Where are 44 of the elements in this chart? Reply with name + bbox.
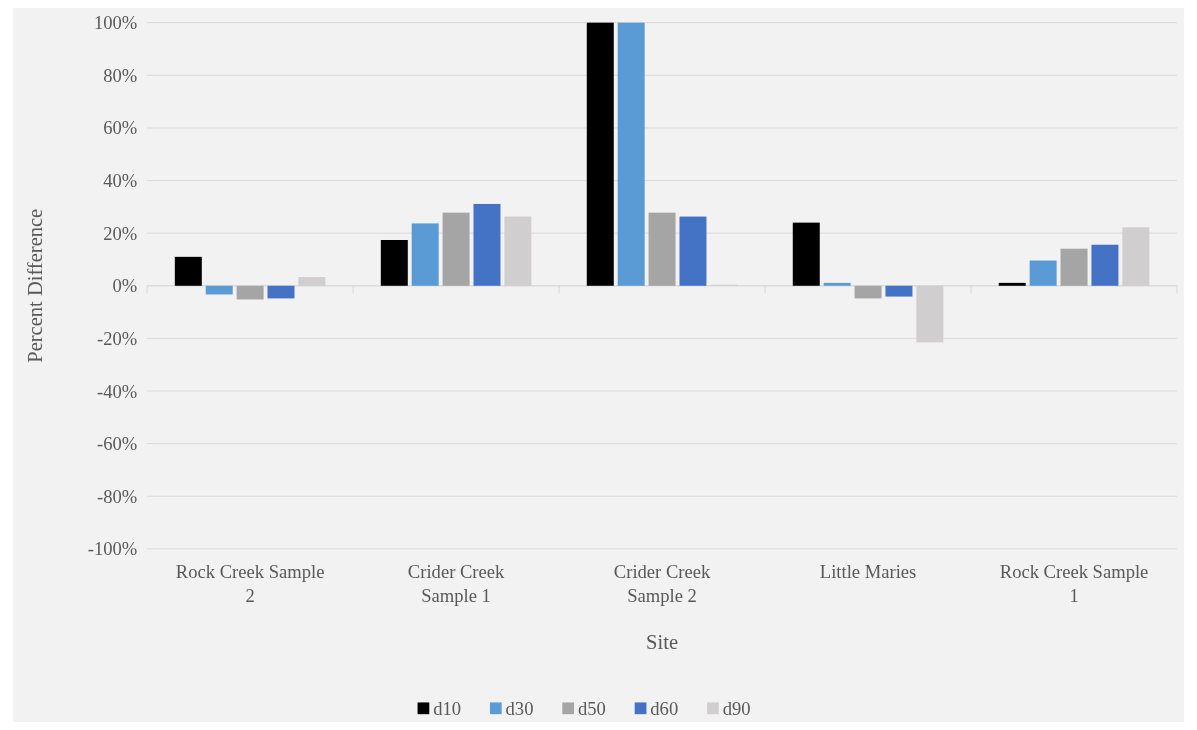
- bar: [854, 285, 882, 299]
- bar: [411, 223, 439, 286]
- bar: [792, 222, 820, 286]
- bar: [998, 282, 1026, 286]
- legend-label: d10: [433, 697, 462, 719]
- y-tick-label: 40%: [103, 170, 138, 192]
- bar: [586, 22, 614, 286]
- y-axis-title: Percent Difference: [24, 208, 47, 363]
- bar: [1091, 244, 1119, 286]
- legend-label: d30: [505, 697, 534, 719]
- bar: [442, 212, 470, 286]
- bar: [823, 282, 851, 286]
- legend-label: d60: [650, 697, 679, 719]
- bar: [205, 285, 233, 295]
- y-tick-label: 80%: [103, 64, 138, 86]
- y-tick-label: -20%: [97, 327, 138, 349]
- x-tick-label: Rock Creek Sample 1: [999, 561, 1149, 606]
- x-tick-label: Rock Creek Sample 2: [175, 561, 325, 606]
- x-axis-title: Site: [646, 630, 679, 653]
- x-tick-label: Crider Creek Sample 1: [407, 561, 506, 606]
- x-tick-label: Crider Creek Sample 2: [613, 561, 712, 606]
- y-tick-label: 0%: [112, 275, 138, 297]
- y-tick-label: 60%: [103, 117, 138, 139]
- bar: [1060, 248, 1088, 286]
- bar: [679, 216, 707, 286]
- bar: [648, 212, 676, 286]
- y-tick-label: 100%: [93, 12, 138, 34]
- x-tick-label: Little Maries: [819, 561, 917, 583]
- y-tick-label: -80%: [97, 485, 138, 507]
- bar: [1029, 260, 1057, 286]
- legend-label: d90: [722, 697, 751, 719]
- bar: [473, 203, 501, 286]
- bar: [267, 285, 295, 299]
- bar: [174, 256, 202, 286]
- bar: [380, 240, 408, 286]
- y-tick-label: -100%: [87, 538, 138, 560]
- bar: [885, 285, 913, 297]
- y-tick-label: -60%: [97, 433, 138, 455]
- bar: [617, 22, 645, 286]
- y-tick-label: 20%: [103, 222, 138, 244]
- legend-label: d50: [577, 697, 606, 719]
- bar: [236, 285, 264, 300]
- bar: [298, 277, 326, 286]
- y-tick-label: -40%: [97, 380, 138, 402]
